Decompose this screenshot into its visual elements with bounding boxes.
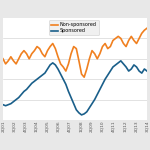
Non-sponsored [99, 53, 101, 55]
Non-sponsored [86, 68, 88, 70]
Sponsored [115, 64, 117, 66]
Non-sponsored [2, 58, 4, 60]
Non-sponsored [54, 48, 56, 50]
Non-sponsored [5, 63, 6, 65]
Sponsored [81, 114, 82, 116]
Sponsored [146, 70, 148, 72]
Non-sponsored [115, 38, 117, 39]
Sponsored [5, 105, 6, 107]
Line: Sponsored: Sponsored [3, 61, 147, 115]
Line: Non-sponsored: Non-sponsored [3, 28, 147, 77]
Non-sponsored [146, 27, 148, 29]
Sponsored [86, 111, 88, 113]
Legend: Non-sponsored, Sponsored: Non-sponsored, Sponsored [49, 20, 99, 35]
Non-sponsored [83, 76, 85, 78]
Non-sponsored [94, 53, 96, 55]
Sponsored [2, 104, 4, 106]
Sponsored [99, 88, 101, 90]
Sponsored [120, 60, 122, 62]
Sponsored [54, 64, 56, 66]
Sponsored [94, 99, 96, 100]
